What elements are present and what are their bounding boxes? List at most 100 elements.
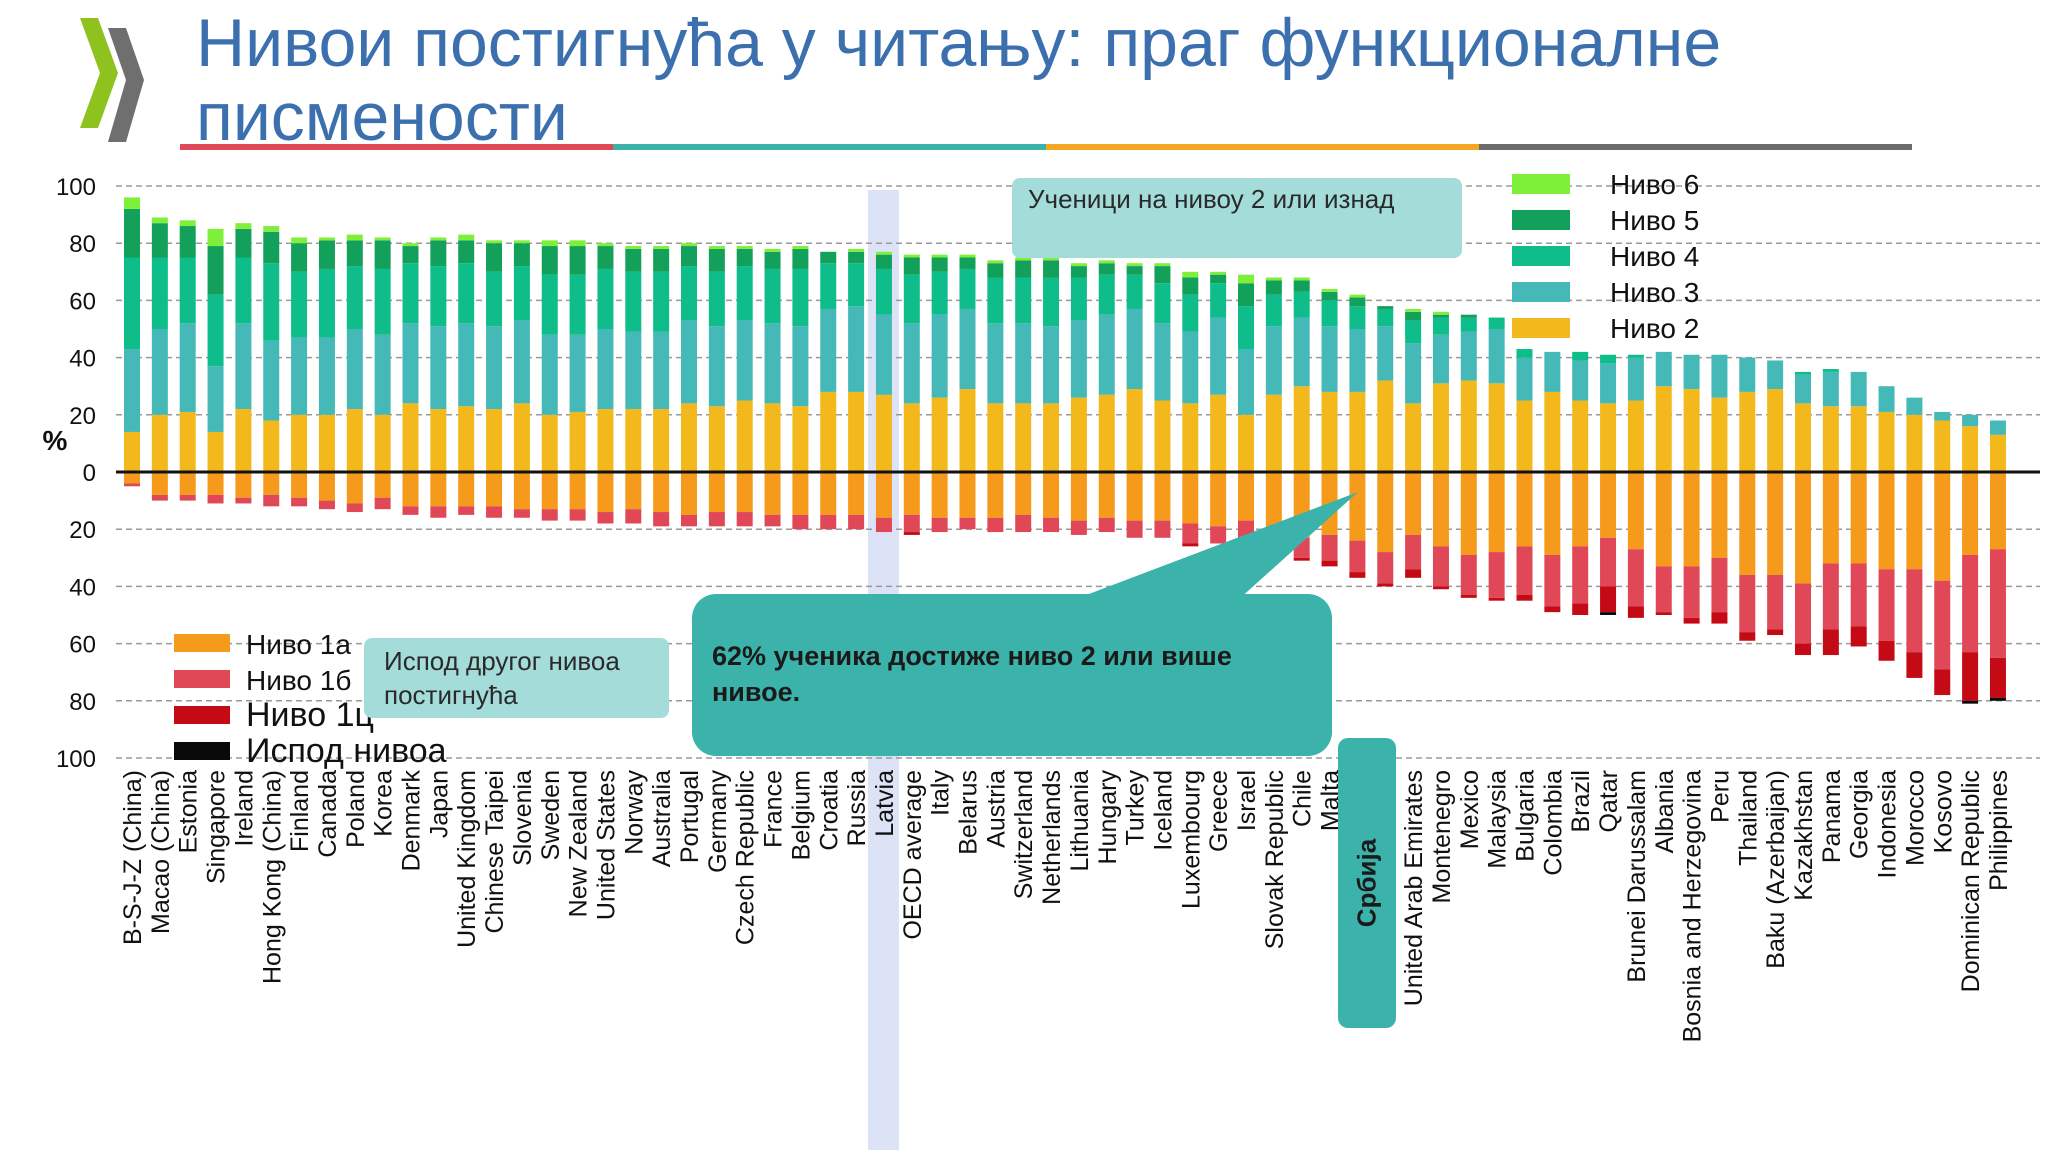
bar-segment bbox=[1265, 294, 1282, 327]
bar-segment bbox=[541, 509, 558, 521]
bar-segment bbox=[959, 257, 976, 269]
x-tick-label: Bosnia and Herzegovina bbox=[1679, 770, 1707, 1042]
bar-segment bbox=[931, 314, 948, 398]
bar-segment bbox=[1321, 560, 1338, 567]
bar-segment bbox=[1043, 260, 1060, 278]
bar-segment bbox=[1488, 597, 1505, 601]
bar-segment bbox=[653, 271, 670, 332]
bar-segment bbox=[374, 472, 391, 498]
bar-segment bbox=[402, 472, 419, 507]
bar-segment bbox=[346, 234, 363, 241]
callout-box bbox=[692, 594, 1332, 756]
x-tick-label: Netherlands bbox=[1038, 770, 1066, 905]
bar-segment bbox=[1265, 472, 1282, 533]
bar-group bbox=[820, 251, 837, 530]
bar-segment bbox=[541, 472, 558, 510]
y-tick-label: 80 bbox=[69, 231, 96, 258]
bar-segment bbox=[207, 472, 224, 495]
bar-segment bbox=[1015, 257, 1032, 261]
bar-segment bbox=[1432, 472, 1449, 547]
bar-group bbox=[1349, 294, 1366, 578]
title-underline bbox=[180, 144, 1912, 150]
bar-segment bbox=[848, 514, 865, 530]
bar-segment bbox=[1321, 288, 1338, 292]
bar-segment bbox=[346, 409, 363, 472]
bar-segment bbox=[792, 472, 809, 515]
bar-segment bbox=[1989, 657, 2006, 698]
bar-segment bbox=[1321, 326, 1338, 392]
bar-segment bbox=[1349, 294, 1366, 298]
bar-segment bbox=[708, 271, 725, 327]
bar-segment bbox=[1182, 331, 1199, 404]
bar-segment bbox=[1070, 277, 1087, 321]
bar-segment bbox=[1878, 569, 1895, 641]
x-tick-label: Singapore bbox=[203, 770, 231, 884]
bar-segment bbox=[1321, 291, 1338, 301]
bar-segment bbox=[848, 472, 865, 515]
x-tick-label: Colombia bbox=[1539, 770, 1567, 876]
x-tick-label: Germany bbox=[704, 770, 732, 873]
x-tick-label: Turkey bbox=[1122, 770, 1150, 846]
bar-segment bbox=[318, 268, 335, 338]
x-tick-label: Poland bbox=[342, 770, 370, 848]
bar-segment bbox=[959, 472, 976, 518]
bar-segment bbox=[1906, 472, 1923, 570]
bar-segment bbox=[1154, 323, 1171, 401]
bar-segment bbox=[1460, 554, 1477, 595]
bar-segment bbox=[681, 320, 697, 404]
bar-segment bbox=[402, 263, 419, 324]
bar-segment bbox=[1349, 329, 1366, 392]
bar-segment bbox=[1126, 389, 1143, 472]
bar-group bbox=[1015, 257, 1032, 533]
legend-label: Ниво 1а bbox=[246, 629, 351, 660]
oecd-logo-icon bbox=[80, 18, 144, 142]
bar-segment bbox=[458, 263, 475, 324]
bar-segment bbox=[848, 263, 865, 307]
bar-segment bbox=[124, 257, 140, 350]
bar-group bbox=[486, 240, 503, 518]
y-tick-label: 40 bbox=[69, 346, 96, 373]
bar-segment bbox=[1711, 612, 1728, 624]
x-tick-label: B-S-J-Z (China) bbox=[119, 770, 147, 945]
bar-segment bbox=[1739, 472, 1756, 575]
bar-segment bbox=[959, 389, 976, 472]
bar-segment bbox=[708, 472, 725, 513]
bar-segment bbox=[1906, 414, 1923, 472]
bar-segment bbox=[1767, 629, 1784, 636]
bar-segment bbox=[151, 257, 168, 329]
bar-group bbox=[597, 243, 614, 524]
bar-segment bbox=[1098, 394, 1115, 472]
bar-segment bbox=[124, 483, 140, 487]
x-tick-label: Hong Kong (China) bbox=[258, 770, 286, 984]
bar-segment bbox=[1405, 320, 1422, 344]
bar-segment bbox=[625, 509, 642, 524]
bar-segment bbox=[486, 240, 503, 244]
bar-segment bbox=[625, 472, 642, 510]
bar-segment bbox=[1822, 563, 1839, 630]
bar-segment bbox=[792, 246, 809, 249]
bar-segment bbox=[764, 514, 781, 527]
bar-segment bbox=[458, 234, 475, 241]
bar-segment bbox=[1767, 360, 1784, 390]
bar-segment bbox=[1934, 411, 1951, 421]
bar-group bbox=[736, 246, 753, 527]
bar-segment bbox=[1460, 331, 1477, 381]
bar-segment bbox=[318, 414, 335, 472]
bar-segment bbox=[1989, 434, 2006, 472]
bar-segment bbox=[653, 472, 670, 513]
bar-segment bbox=[235, 323, 252, 410]
bar-segment bbox=[1488, 472, 1505, 553]
bar-segment bbox=[1210, 271, 1227, 275]
bar-segment bbox=[764, 248, 781, 252]
bar-segment bbox=[1822, 369, 1839, 372]
bar-segment bbox=[346, 503, 363, 513]
x-tick-label: Baku (Azerbaijan) bbox=[1762, 770, 1790, 969]
bar-segment bbox=[541, 246, 558, 275]
x-tick-label: Slovenia bbox=[509, 770, 537, 866]
bar-segment bbox=[959, 268, 976, 309]
bar-group bbox=[959, 254, 976, 530]
bar-segment bbox=[736, 246, 753, 249]
bar-segment bbox=[151, 414, 168, 472]
bar-segment bbox=[848, 251, 865, 264]
bar-segment bbox=[987, 472, 1004, 518]
